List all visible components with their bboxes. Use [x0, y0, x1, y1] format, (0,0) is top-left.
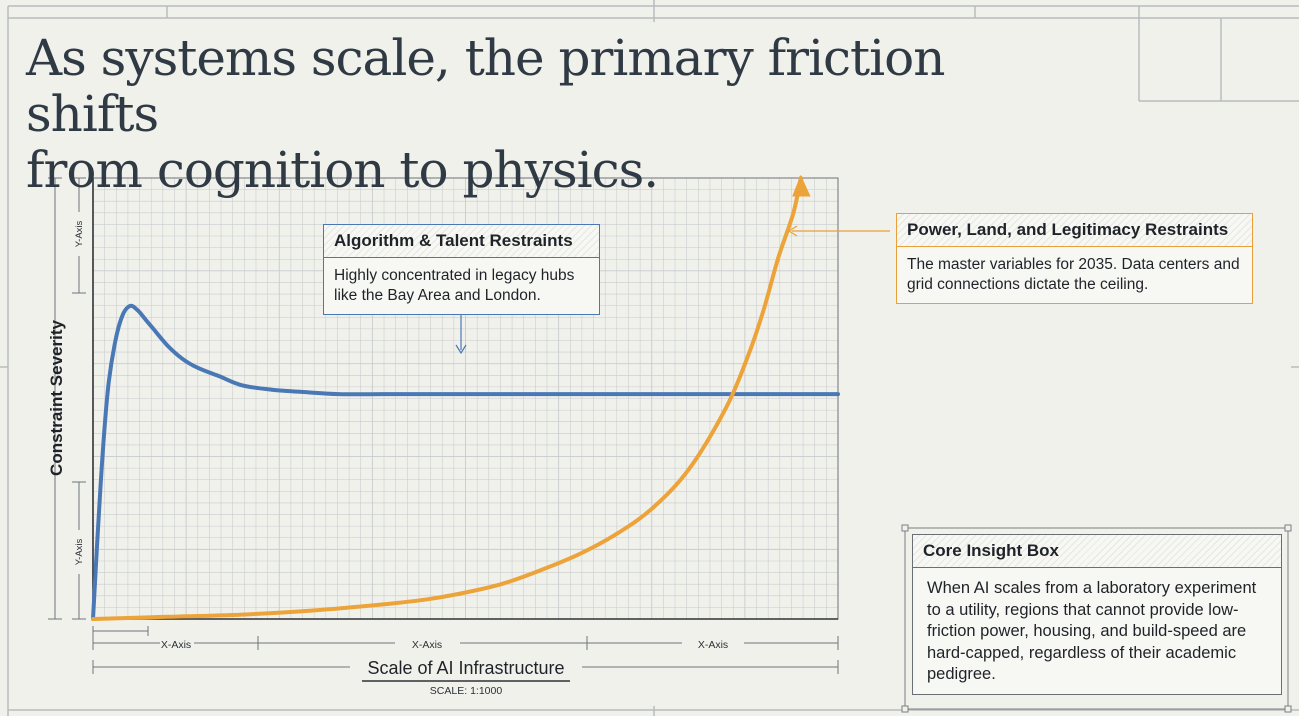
dimension-lines [48, 177, 839, 674]
headline-line-1: As systems scale, the primary friction s… [26, 29, 945, 143]
power-callout: Power, Land, and Legitimacy Restraints T… [896, 213, 1253, 304]
x-dimension-label-2: X-Axis [412, 639, 442, 651]
corner-handle [1284, 705, 1292, 713]
power-series-arrowhead-icon [792, 174, 811, 197]
power-callout-body: The master variables for 2035. Data cent… [907, 256, 1240, 293]
talent-callout-title: Algorithm & Talent Restraints [324, 225, 599, 258]
y-dimension-label-2: Y-Axis [74, 538, 85, 565]
axes [92, 178, 838, 620]
callout-connectors [455, 225, 890, 355]
y-axis-title: Constraint Severity [47, 320, 66, 476]
core-insight-body: When AI scales from a laboratory experim… [927, 579, 1257, 683]
power-connector-arrow-icon [787, 225, 798, 237]
y-dimension-label-1: Y-Axis [74, 220, 85, 247]
power-land-series-line [91, 176, 803, 621]
scale-note: SCALE: 1:1000 [430, 685, 503, 697]
headline: As systems scale, the primary friction s… [26, 30, 1026, 198]
x-dimension-label-1: X-Axis [161, 639, 191, 651]
x-dimension-label-3: X-Axis [698, 639, 728, 651]
core-insight-title: Core Insight Box [913, 535, 1281, 568]
talent-connector-arrow-icon [455, 344, 467, 355]
headline-line-2: from cognition to physics. [26, 141, 659, 199]
talent-callout: Algorithm & Talent Restraints Highly con… [323, 224, 600, 315]
algorithm-talent-series-line [91, 303, 840, 621]
core-insight-box: Core Insight Box When AI scales from a l… [912, 534, 1282, 695]
x-axis-title: Scale of AI Infrastructure [367, 658, 564, 678]
series-layer [91, 174, 840, 621]
power-callout-title: Power, Land, and Legitimacy Restraints [897, 214, 1252, 247]
corner-handle [901, 524, 909, 532]
corner-handle [901, 705, 909, 713]
talent-callout-body: Highly concentrated in legacy hubs like … [334, 267, 575, 304]
insight-box-frame [901, 524, 1292, 713]
corner-handle [1284, 524, 1292, 532]
